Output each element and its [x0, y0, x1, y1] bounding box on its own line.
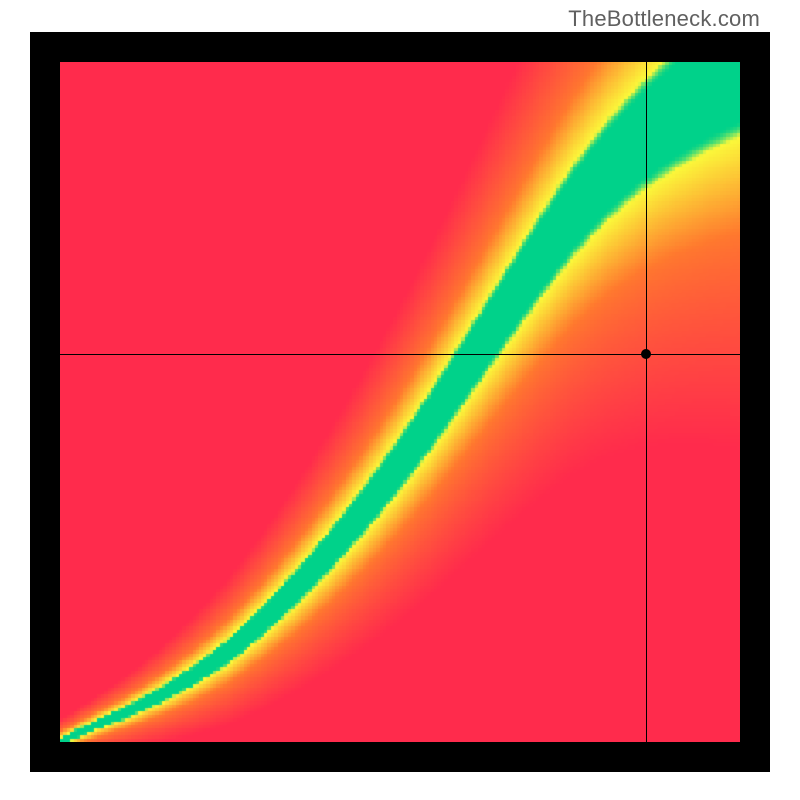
crosshair-horizontal — [60, 354, 740, 355]
watermark-text: TheBottleneck.com — [568, 6, 760, 32]
crosshair-marker — [641, 349, 651, 359]
crosshair-vertical — [646, 62, 647, 742]
heatmap-plot — [60, 62, 740, 742]
heatmap-canvas — [60, 62, 740, 742]
chart-container: TheBottleneck.com — [0, 0, 800, 800]
